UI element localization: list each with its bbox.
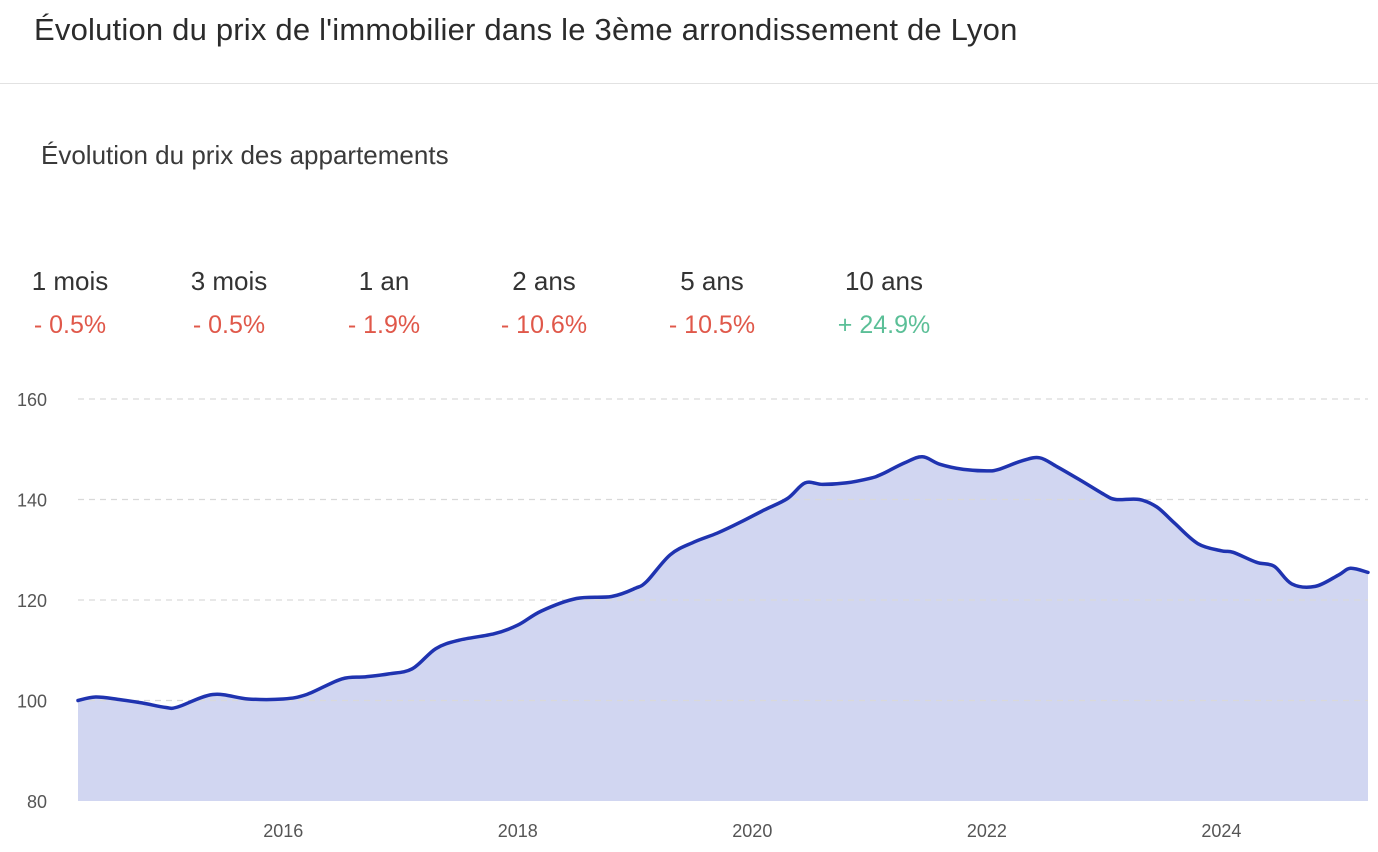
stat-3-months: 3 mois - 0.5%	[149, 262, 309, 344]
price-index-chart: 80 100 120 140 160 2016 2018 2020 2022 2024	[17, 390, 1370, 841]
stat-value: - 0.5%	[192, 311, 266, 339]
stat-value: - 10.6%	[500, 311, 588, 339]
stat-value: - 10.5%	[668, 311, 756, 339]
y-tick-label-160: 160	[17, 390, 47, 410]
x-tick-label-2016: 2016	[263, 821, 303, 841]
x-tick-label-2022: 2022	[967, 821, 1007, 841]
y-tick-label-80: 80	[27, 792, 47, 812]
series-line	[76, 455, 1370, 711]
stat-1-month: 1 mois - 0.5%	[0, 262, 150, 344]
stat-label: 10 ans	[844, 266, 924, 296]
stat-label: 1 mois	[31, 266, 109, 296]
stat-5-years: 5 ans - 10.5%	[632, 262, 792, 344]
stat-2-years: 2 ans - 10.6%	[464, 262, 624, 344]
stat-label: 3 mois	[190, 266, 268, 296]
x-tick-label-2020: 2020	[732, 821, 772, 841]
stat-10-years: 10 ans + 24.9%	[804, 262, 964, 344]
x-tick-label-2018: 2018	[498, 821, 538, 841]
header-divider	[0, 83, 1378, 84]
stat-value: - 1.9%	[347, 311, 421, 339]
section-title: Évolution du prix des appartements	[41, 140, 449, 170]
stat-label: 1 an	[358, 266, 410, 296]
stat-value: - 0.5%	[33, 311, 107, 339]
stat-label: 5 ans	[680, 266, 744, 296]
series-area	[78, 456, 1368, 801]
y-tick-label-100: 100	[17, 692, 47, 712]
y-tick-label-140: 140	[17, 491, 47, 511]
stat-value: + 24.9%	[837, 311, 931, 339]
page-title: Évolution du prix de l'immobilier dans l…	[34, 12, 1018, 47]
y-tick-label-120: 120	[17, 591, 47, 611]
stat-1-year: 1 an - 1.9%	[304, 262, 464, 344]
stat-label: 2 ans	[512, 266, 576, 296]
price-change-stats: 1 mois - 0.5% 3 mois - 0.5% 1 an - 1.9% …	[0, 262, 1000, 352]
x-tick-label-2024: 2024	[1201, 821, 1241, 841]
